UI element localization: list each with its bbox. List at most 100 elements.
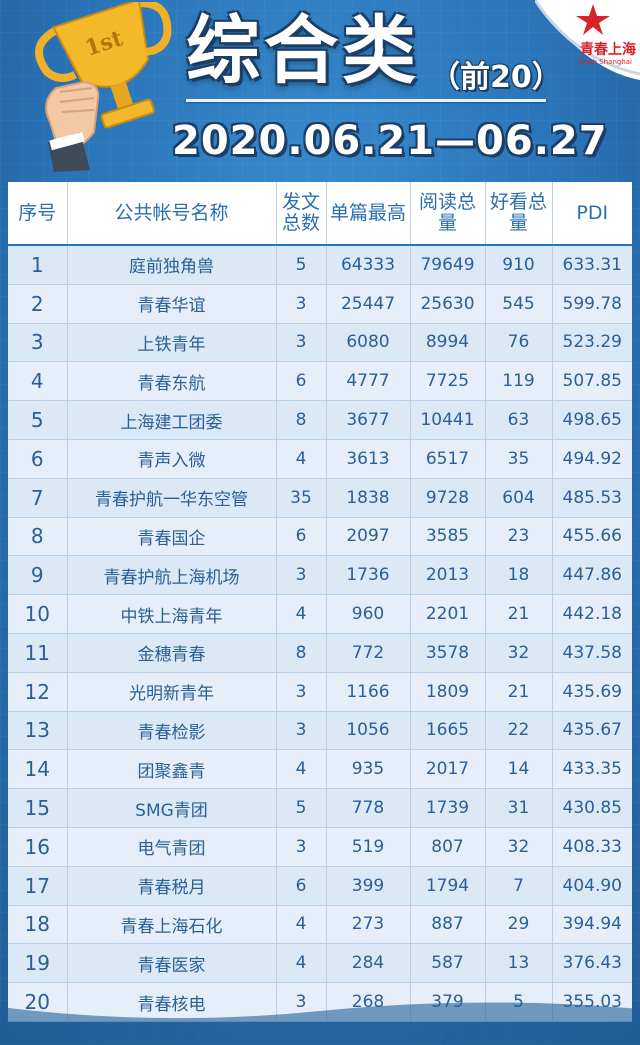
col-pdi-cell: 494.92 xyxy=(552,439,632,479)
col-like-total-cell: 18 xyxy=(485,555,553,596)
col-like-total-cell: 21 xyxy=(485,672,553,712)
col-post-count-cell: 35 xyxy=(276,478,327,518)
table-row: 13 青春检影 3 1056 1665 22 435.67 xyxy=(8,711,632,751)
col-account-name-cell: 青春东航 xyxy=(67,361,277,402)
table-row: 4 青春东航 6 4777 7725 119 507.85 xyxy=(8,361,632,402)
col-read-total-cell: 3585 xyxy=(410,517,486,557)
col-like-total-cell: 119 xyxy=(485,361,553,402)
col-rank-cell: 19 xyxy=(8,943,68,984)
col-post-count-cell: 4 xyxy=(276,439,327,479)
table-row: 14 团聚鑫青 4 935 2017 14 433.35 xyxy=(8,749,632,790)
col-read-total-cell: 887 xyxy=(410,905,486,945)
col-pdi-cell: 633.31 xyxy=(552,245,632,285)
col-like-total-cell: 22 xyxy=(485,711,553,751)
col-account-name-cell: 青春税月 xyxy=(67,866,277,906)
col-like-total-cell: 29 xyxy=(485,905,553,945)
col-post-count-cell: 8 xyxy=(276,633,327,673)
table-row: 18 青春上海石化 4 273 887 29 394.94 xyxy=(8,905,632,945)
col-post-count-cell: 4 xyxy=(276,905,327,945)
col-rank-cell: 15 xyxy=(8,788,68,828)
table-row: 9 青春护航上海机场 3 1736 2013 18 447.86 xyxy=(8,555,632,596)
header-col-single-max: 单篇最高 xyxy=(326,182,411,246)
header-col-pdi: PDI xyxy=(552,182,632,246)
col-account-name-cell: 青春检影 xyxy=(67,711,277,751)
col-rank-cell: 5 xyxy=(8,400,68,440)
bottom-decoration xyxy=(0,1002,640,1045)
col-like-total-cell: 545 xyxy=(485,284,553,324)
title-divider xyxy=(186,99,546,102)
col-post-count-cell: 3 xyxy=(276,284,327,324)
table-body: 1 庭前独角兽 5 64333 79649 910 633.31 2 青春华谊 3 25447 256… xyxy=(8,245,632,1022)
ranking-table-container: 序号 公共帐号名称 发文总数 单篇最高 阅读总量 好看总量 PDI 1 庭前独角兽 5 64333… xyxy=(8,182,632,1022)
col-single-max-cell: 1056 xyxy=(326,711,411,751)
table-row: 16 电气青团 3 519 807 32 408.33 xyxy=(8,827,632,867)
col-post-count-cell: 5 xyxy=(276,245,327,285)
col-read-total-cell: 1809 xyxy=(410,672,486,712)
col-rank-cell: 17 xyxy=(8,866,68,906)
col-post-count-cell: 4 xyxy=(276,943,327,984)
col-read-total-cell: 79649 xyxy=(410,245,486,285)
col-single-max-cell: 1838 xyxy=(326,478,411,518)
col-single-max-cell: 399 xyxy=(326,866,411,906)
col-rank-cell: 9 xyxy=(8,555,68,596)
logo-text: 青春上海 xyxy=(580,42,636,58)
col-read-total-cell: 807 xyxy=(410,827,486,867)
col-rank-cell: 14 xyxy=(8,749,68,790)
col-read-total-cell: 587 xyxy=(410,943,486,984)
col-rank-cell: 4 xyxy=(8,361,68,402)
col-post-count-cell: 3 xyxy=(276,323,327,363)
col-account-name-cell: 青春医家 xyxy=(67,943,277,984)
col-read-total-cell: 8994 xyxy=(410,323,486,363)
col-account-name-cell: 青春护航上海机场 xyxy=(67,555,277,596)
col-single-max-cell: 935 xyxy=(326,749,411,790)
col-pdi-cell: 437.58 xyxy=(552,633,632,673)
table-row: 2 青春华谊 3 25447 25630 545 599.78 xyxy=(8,284,632,324)
col-pdi-cell: 394.94 xyxy=(552,905,632,945)
col-pdi-cell: 404.90 xyxy=(552,866,632,906)
logo-subtext: Youth Shanghai xyxy=(577,58,632,66)
col-post-count-cell: 6 xyxy=(276,361,327,402)
col-single-max-cell: 3677 xyxy=(326,400,411,440)
col-like-total-cell: 21 xyxy=(485,594,553,634)
table-row: 12 光明新青年 3 1166 1809 21 435.69 xyxy=(8,672,632,712)
col-post-count-cell: 3 xyxy=(276,672,327,712)
col-rank-cell: 12 xyxy=(8,672,68,712)
col-pdi-cell: 523.29 xyxy=(552,323,632,363)
col-like-total-cell: 13 xyxy=(485,943,553,984)
col-single-max-cell: 960 xyxy=(326,594,411,634)
col-pdi-cell: 599.78 xyxy=(552,284,632,324)
header-col-read-total: 阅读总量 xyxy=(410,182,486,246)
col-post-count-cell: 6 xyxy=(276,517,327,557)
col-like-total-cell: 910 xyxy=(485,245,553,285)
col-rank-cell: 2 xyxy=(8,284,68,324)
col-post-count-cell: 3 xyxy=(276,711,327,751)
col-account-name-cell: 团聚鑫青 xyxy=(67,749,277,790)
col-single-max-cell: 25447 xyxy=(326,284,411,324)
page-title: 综合类 xyxy=(186,8,420,94)
col-pdi-cell: 485.53 xyxy=(552,478,632,518)
table-row: 19 青春医家 4 284 587 13 376.43 xyxy=(8,943,632,984)
header-col-account-name: 公共帐号名称 xyxy=(67,182,277,246)
col-post-count-cell: 6 xyxy=(276,866,327,906)
col-like-total-cell: 31 xyxy=(485,788,553,828)
col-pdi-cell: 430.85 xyxy=(552,788,632,828)
col-account-name-cell: 青春国企 xyxy=(67,517,277,557)
col-like-total-cell: 23 xyxy=(485,517,553,557)
col-read-total-cell: 6517 xyxy=(410,439,486,479)
col-like-total-cell: 32 xyxy=(485,827,553,867)
col-single-max-cell: 3613 xyxy=(326,439,411,479)
col-like-total-cell: 76 xyxy=(485,323,553,363)
col-read-total-cell: 2201 xyxy=(410,594,486,634)
col-pdi-cell: 442.18 xyxy=(552,594,632,634)
table-row: 6 青声入微 4 3613 6517 35 494.92 xyxy=(8,439,632,479)
col-account-name-cell: SMG青团 xyxy=(67,788,277,828)
col-single-max-cell: 273 xyxy=(326,905,411,945)
col-pdi-cell: 507.85 xyxy=(552,361,632,402)
col-rank-cell: 10 xyxy=(8,594,68,634)
col-single-max-cell: 4777 xyxy=(326,361,411,402)
col-single-max-cell: 6080 xyxy=(326,323,411,363)
trophy-icon: 1st xyxy=(35,2,172,172)
col-pdi-cell: 498.65 xyxy=(552,400,632,440)
col-post-count-cell: 3 xyxy=(276,827,327,867)
table-row: 15 SMG青团 5 778 1739 31 430.85 xyxy=(8,788,632,828)
